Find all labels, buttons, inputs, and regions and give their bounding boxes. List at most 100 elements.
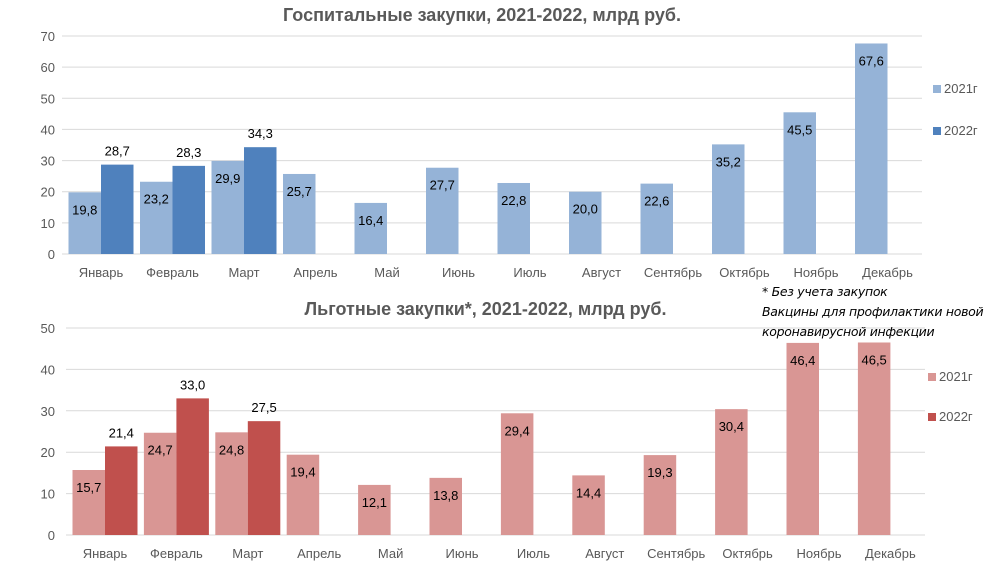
chart2-xtick-label: Май — [378, 546, 403, 561]
chart1-ytick-label: 0 — [48, 247, 55, 262]
chart2-data-label: 24,7 — [147, 443, 172, 458]
chart2-xtick-label: Октябрь — [722, 546, 773, 561]
chart1-data-label: 22,6 — [644, 194, 669, 209]
chart1-ytick-label: 70 — [41, 29, 55, 44]
chart1-bar-2021г — [783, 112, 816, 254]
chart2-xtick-label: Февраль — [150, 546, 203, 561]
chart2-data-label: 19,4 — [290, 465, 315, 480]
chart2-bar-2021г — [857, 342, 891, 535]
chart1-data-label: 45,5 — [787, 122, 812, 137]
chart2-annotation: * Без учета закупок Вакцины для профилак… — [762, 282, 984, 342]
chart1-bar-2021г — [283, 173, 316, 254]
chart2-bar-2022г — [105, 446, 138, 535]
chart2-xtick-label: Март — [232, 546, 263, 561]
chart2-legend-label: 2021г — [939, 369, 973, 384]
chart2-bar-2021г — [358, 484, 391, 535]
chart2-bar-2021г — [286, 454, 320, 535]
chart1-bar-2021г — [426, 167, 459, 254]
chart2-data-label: 46,4 — [790, 353, 815, 368]
chart2-data-label: 12,1 — [362, 495, 387, 510]
chart1-xtick-label: Май — [374, 265, 399, 280]
annotation-line: Вакцины для профилактики новой — [762, 304, 984, 319]
chart2-xtick-label: Апрель — [297, 546, 341, 561]
chart1-data-label: 25,7 — [287, 184, 312, 199]
chart2-xtick-label: Август — [585, 546, 624, 561]
chart2-title: Льготные закупки*, 2021-2022, млрд руб. — [305, 299, 667, 319]
chart2-data-label: 29,4 — [504, 423, 529, 438]
chart1-bar-2021г — [354, 202, 387, 254]
chart1-xtick-label: Март — [228, 265, 259, 280]
chart1-bar-2021г — [712, 144, 745, 254]
chart2-bar-2021г — [643, 455, 677, 535]
chart1-data-label: 23,2 — [144, 192, 169, 207]
chart1-ytick-label: 50 — [41, 91, 55, 106]
chart1-xtick-label: Июль — [513, 265, 546, 280]
chart1-data-label: 67,6 — [859, 53, 884, 68]
chart2-xtick-label: Декабрь — [865, 546, 916, 561]
chart1-bar-2021г — [211, 160, 244, 254]
annotation-line: коронавирусной инфекции — [762, 324, 935, 339]
chart2-legend-swatch — [928, 373, 936, 381]
chart2-bar-2022г — [176, 398, 209, 535]
chart2-legend-label: 2022г — [939, 409, 973, 424]
chart2-bar-2021г — [72, 470, 105, 535]
chart1-xtick-label: Ноябрь — [793, 265, 838, 280]
chart1-legend-label: 2021г — [944, 81, 978, 96]
chart2-ytick-label: 50 — [41, 321, 55, 336]
chart2-ytick-label: 0 — [48, 528, 55, 543]
chart2-ytick-label: 30 — [41, 404, 55, 419]
chart2-bar-2021г — [143, 432, 177, 535]
chart2-data-label: 21,4 — [109, 425, 134, 440]
chart1-data-label: 35,2 — [716, 154, 741, 169]
chart1-bar-2022г — [172, 165, 205, 254]
chart2-xtick-label: Ноябрь — [796, 546, 841, 561]
chart1-bar-2022г — [101, 164, 134, 254]
chart1-xtick-label: Сентябрь — [644, 265, 702, 280]
chart1-bar-2022г — [244, 147, 277, 254]
chart2-xtick-label: Сентябрь — [647, 546, 705, 561]
chart1-title: Госпитальные закупки, 2021-2022, млрд ру… — [283, 5, 681, 25]
chart1-xtick-label: Январь — [79, 265, 124, 280]
chart2-legend-swatch — [928, 413, 936, 421]
chart1-data-label: 19,8 — [72, 202, 97, 217]
chart2-data-label: 30,4 — [719, 419, 744, 434]
chart2-data-label: 15,7 — [76, 480, 101, 495]
chart1-ytick-label: 10 — [41, 216, 55, 231]
chart2-data-label: 19,3 — [647, 465, 672, 480]
chart1-bar-2021г — [569, 191, 602, 254]
chart1-xtick-label: Июнь — [442, 265, 475, 280]
chart2-data-label: 13,8 — [433, 488, 458, 503]
chart1-xtick-label: Февраль — [146, 265, 199, 280]
chart1-data-label: 27,7 — [430, 178, 455, 193]
chart2-bar-2022г — [247, 421, 281, 535]
chart1-data-label: 16,4 — [358, 213, 383, 228]
chart1-bar-2021г — [140, 181, 173, 254]
chart1-bar-2021г — [497, 182, 530, 254]
chart2-data-label: 24,8 — [219, 442, 244, 457]
chart1-legend-swatch — [933, 85, 941, 93]
chart2-bar-2021г — [572, 475, 605, 535]
chart1-xtick-label: Август — [582, 265, 621, 280]
chart1-data-label: 22,8 — [501, 193, 526, 208]
chart1-bar-2021г — [68, 192, 101, 254]
annotation-line: * Без учета закупок — [762, 284, 888, 299]
chart1-ytick-label: 60 — [41, 60, 55, 75]
chart1-bar-2021г — [640, 183, 673, 254]
chart1-legend-swatch — [933, 127, 941, 135]
chart1-ytick-label: 40 — [41, 122, 55, 137]
chart1-ytick-label: 20 — [41, 185, 55, 200]
chart2-data-label: 46,5 — [861, 352, 886, 367]
chart2-xtick-label: Январь — [83, 546, 128, 561]
chart2-bar-2021г — [786, 342, 819, 535]
chart1-data-label: 28,3 — [176, 145, 201, 160]
chart1-data-label: 34,3 — [248, 126, 273, 141]
chart2-bar-2021г — [715, 409, 748, 535]
chart1-data-label: 29,9 — [215, 171, 240, 186]
chart1-legend-label: 2022г — [944, 123, 978, 138]
chart2-bar-2021г — [215, 432, 248, 535]
chart1-bar-2021г — [855, 43, 888, 254]
chart2-data-label: 33,0 — [180, 377, 205, 392]
chart1-xtick-label: Апрель — [293, 265, 337, 280]
chart2-data-label: 27,5 — [251, 400, 276, 415]
